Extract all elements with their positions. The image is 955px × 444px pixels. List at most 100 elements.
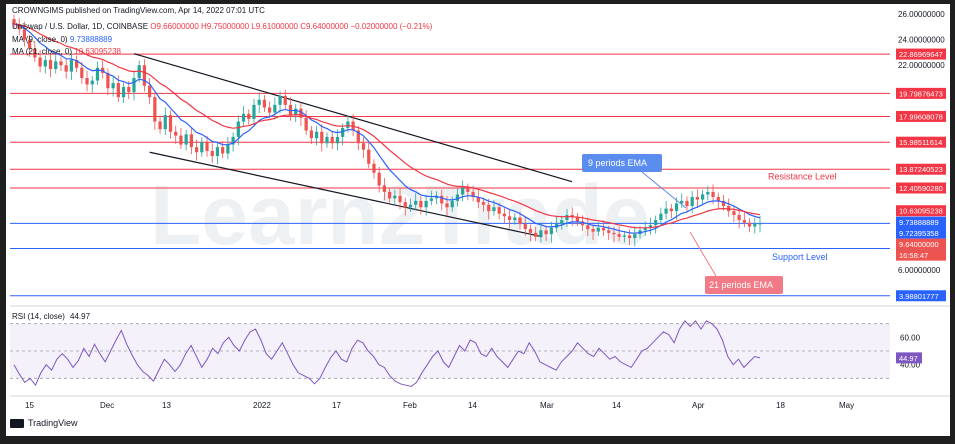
candle-body xyxy=(680,200,684,204)
rsi-tick-label: 60.00 xyxy=(900,333,921,342)
resistance-label: Resistance Level xyxy=(768,172,837,182)
ma21-label: MA (21, close, 0) xyxy=(12,47,73,56)
candle-body xyxy=(247,113,251,119)
candle-body xyxy=(502,213,506,217)
candle-body xyxy=(59,61,63,66)
candle-body xyxy=(38,57,42,67)
candle-body xyxy=(252,104,256,119)
candle-body xyxy=(210,150,214,157)
candle-body xyxy=(539,230,543,237)
candle-body xyxy=(586,225,590,230)
candle-body xyxy=(330,136,334,144)
candle-body xyxy=(226,144,230,154)
ema21-callout-pointer xyxy=(689,231,717,277)
candle-body xyxy=(534,232,538,237)
level-tag: 3.98801777 xyxy=(899,292,939,301)
candle-body xyxy=(591,229,595,232)
candle-body xyxy=(481,202,486,205)
candle-body xyxy=(236,121,240,137)
candle-body xyxy=(158,121,162,130)
candle-body xyxy=(753,223,757,227)
footer[interactable]: TradingView xyxy=(10,418,78,428)
price-tag: 9.73888889 xyxy=(899,218,939,227)
time-tick-label: 15 xyxy=(25,401,34,410)
candle-body xyxy=(716,197,720,201)
price-tag: 9.72395358 xyxy=(899,229,939,238)
rsi-tick-label: 40.00 xyxy=(900,361,921,370)
ema9-callout-box xyxy=(582,154,662,172)
candle-body xyxy=(17,24,21,30)
candle-body xyxy=(121,86,126,98)
ema21-line xyxy=(13,23,761,229)
rsi-title: RSI (14, close) xyxy=(12,312,65,321)
candle-body xyxy=(706,191,710,195)
candle-body xyxy=(283,95,287,105)
candle-body xyxy=(549,227,553,235)
candle-body xyxy=(367,149,371,164)
candle-body xyxy=(654,220,658,226)
candle-body xyxy=(106,72,110,89)
candle-body xyxy=(659,213,663,221)
candle-body xyxy=(309,130,313,139)
candle-body xyxy=(601,227,606,231)
rsi-value-tag-bg xyxy=(896,352,922,364)
candle-body xyxy=(398,195,402,203)
ema9-line xyxy=(13,23,761,234)
level-tag-bg xyxy=(896,136,946,148)
candle-body xyxy=(434,195,439,199)
candle-body xyxy=(127,86,131,93)
candle-body xyxy=(424,200,428,208)
price-tag-bg xyxy=(896,227,946,239)
candle-body xyxy=(450,200,454,208)
candle-body xyxy=(341,127,345,137)
support-label: Support Level xyxy=(772,252,828,262)
candle-body xyxy=(466,188,470,192)
channel-lower-line xyxy=(149,151,543,238)
candle-body xyxy=(90,80,94,85)
ma21-line[interactable]: MA (21, close, 0) 10.63095238 xyxy=(12,47,121,56)
time-tick-label: Dec xyxy=(100,401,114,410)
level-tag: 22.86969647 xyxy=(899,50,943,59)
candle-body xyxy=(194,147,199,153)
price-tag-bg xyxy=(896,205,946,217)
ma9-line[interactable]: MA (9, close, 0) 9.73888889 xyxy=(12,35,112,44)
moving-averages xyxy=(13,23,761,234)
rsi-value: 44.97 xyxy=(70,312,91,321)
candle-body xyxy=(414,200,418,205)
time-tick-label: 17 xyxy=(332,401,341,410)
candle-body xyxy=(174,131,178,136)
watermark: Learn2Trade xyxy=(150,168,650,262)
candle-body xyxy=(231,136,235,145)
candle-body xyxy=(189,134,193,148)
candle-body xyxy=(361,143,366,150)
candle-body xyxy=(221,147,225,154)
candle-body xyxy=(633,234,637,238)
candle-body xyxy=(476,197,480,203)
time-axis: 15 Dec 13 2022 17 Feb 14 Mar 14 Apr 18 May xyxy=(10,395,950,410)
candle-body xyxy=(184,134,188,145)
candle-body xyxy=(314,131,319,139)
candle-body xyxy=(346,121,350,128)
rsi-line xyxy=(13,320,761,388)
candle-body xyxy=(288,104,293,116)
candle-body xyxy=(116,83,120,98)
candle-body xyxy=(721,200,726,206)
candle-body xyxy=(299,108,303,118)
candle-body xyxy=(674,203,679,212)
time-tick-label: Mar xyxy=(540,401,554,410)
symbol-name: Uniswap / U.S. Dollar, 1D, COINBASE xyxy=(12,22,149,31)
candle-body xyxy=(28,39,32,49)
candle-body xyxy=(685,200,689,206)
candle-body xyxy=(497,207,501,214)
price-tag: 10.63095238 xyxy=(899,207,943,216)
watermark-text: Learn2Trade xyxy=(150,168,650,262)
candle-body xyxy=(664,208,668,214)
candle-body xyxy=(43,60,47,67)
candle-body xyxy=(575,217,580,222)
ma9-label: MA (9, close, 0) xyxy=(12,35,68,44)
rsi-value-tag: 44.97 xyxy=(899,354,918,363)
price-tag-bg xyxy=(896,249,946,261)
candle-body xyxy=(304,117,308,131)
candle-body xyxy=(622,235,626,237)
